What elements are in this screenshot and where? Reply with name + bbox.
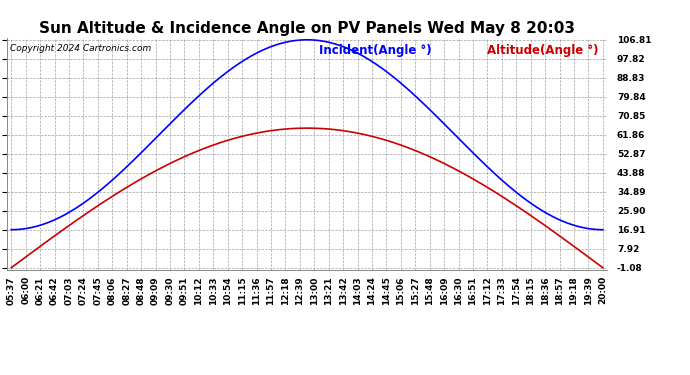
Title: Sun Altitude & Incidence Angle on PV Panels Wed May 8 20:03: Sun Altitude & Incidence Angle on PV Pan…: [39, 21, 575, 36]
Text: Copyright 2024 Cartronics.com: Copyright 2024 Cartronics.com: [10, 45, 151, 54]
Text: Incident(Angle °): Incident(Angle °): [319, 45, 432, 57]
Text: Altitude(Angle °): Altitude(Angle °): [487, 45, 599, 57]
